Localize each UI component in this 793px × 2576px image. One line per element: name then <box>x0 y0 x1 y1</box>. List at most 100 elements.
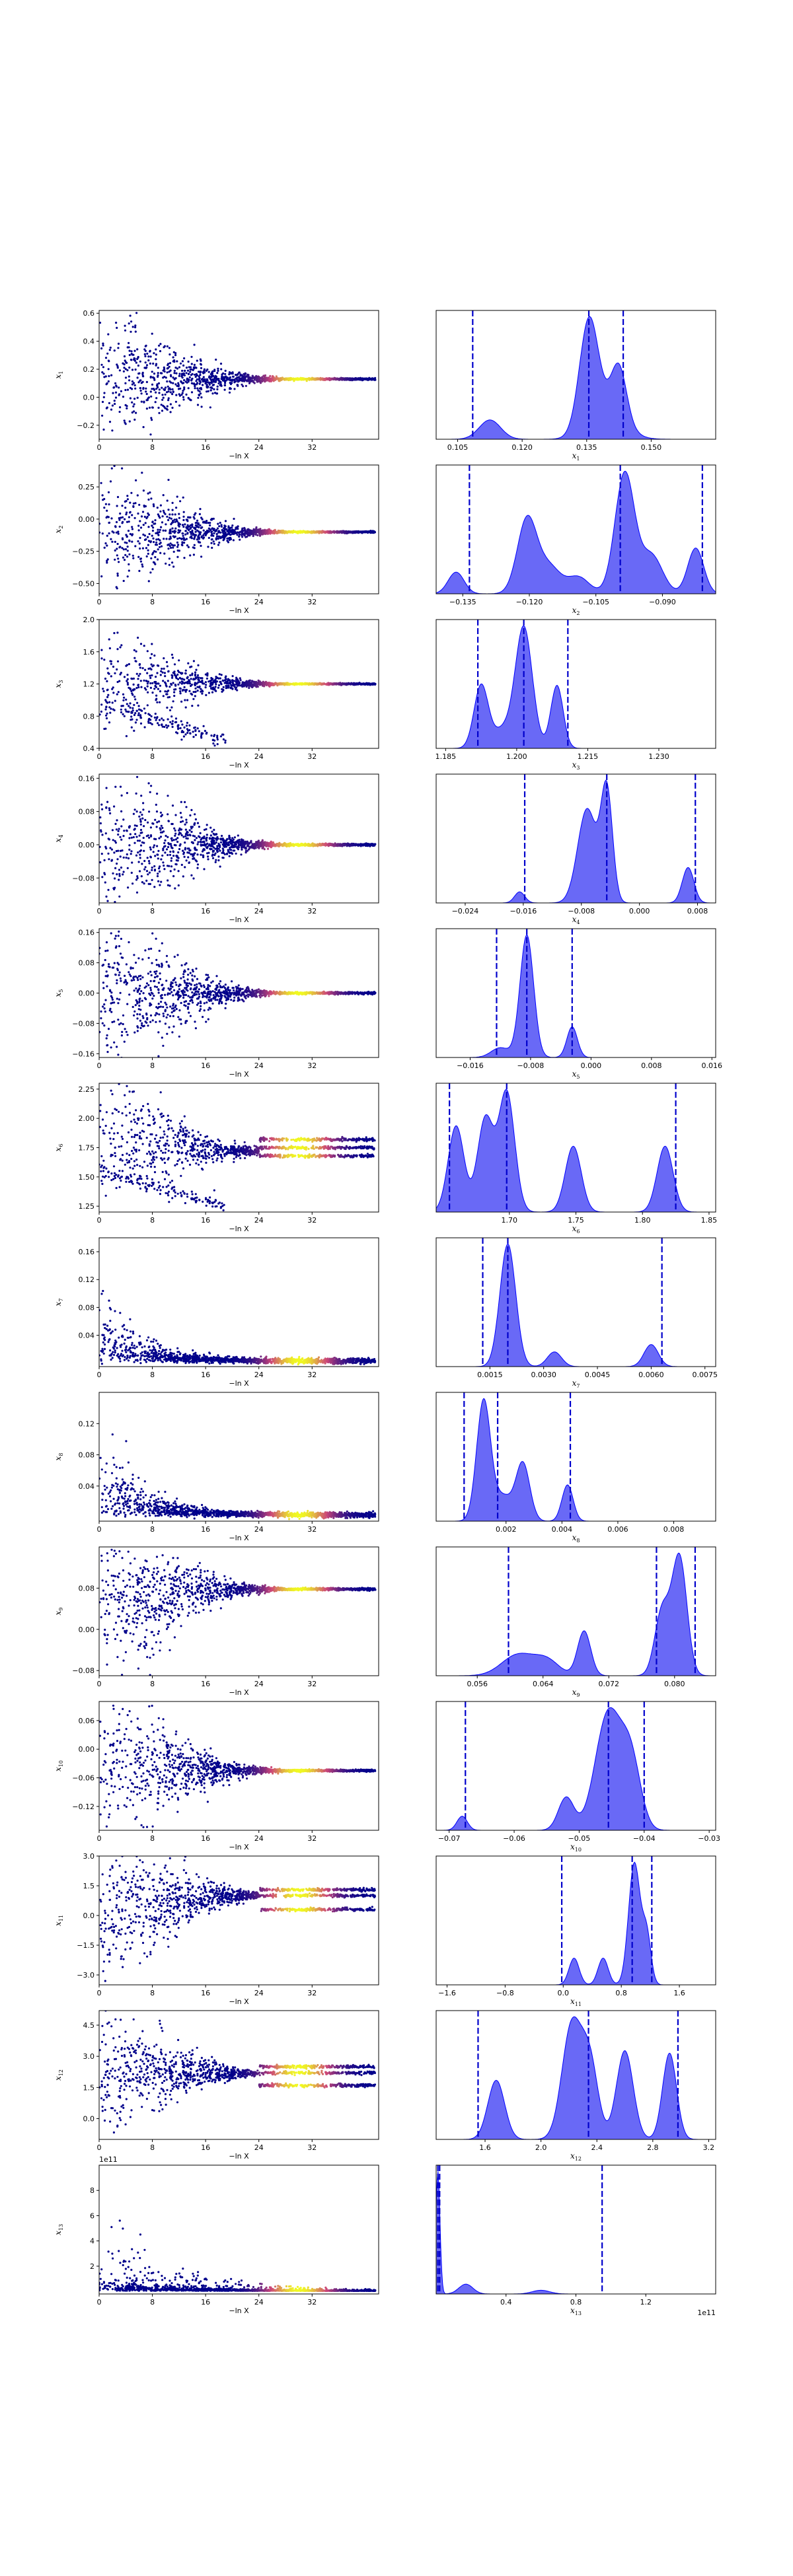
trace-point <box>118 410 121 413</box>
trace-point <box>182 532 184 535</box>
trace-point <box>147 580 150 583</box>
trace-point <box>114 396 118 399</box>
trace-point <box>143 515 146 519</box>
trace-point <box>193 517 196 520</box>
trace-point <box>153 522 155 525</box>
trace-point <box>196 387 199 390</box>
trace-point <box>214 380 217 382</box>
trace-point <box>185 393 188 396</box>
trace-point <box>207 381 209 384</box>
trace-point <box>216 388 219 391</box>
trace-point <box>228 682 231 684</box>
trace-point <box>176 367 179 370</box>
y-tick-label: 0.6 <box>83 309 95 318</box>
trace-point <box>128 553 131 555</box>
trace-point <box>135 792 137 795</box>
trace-point <box>116 548 118 550</box>
trace-point <box>118 525 121 528</box>
trace-point <box>108 375 110 378</box>
trace-point <box>279 377 282 380</box>
trace-point <box>212 517 215 520</box>
trace-point <box>273 532 276 535</box>
trace-point <box>241 685 244 688</box>
trace-point <box>190 526 192 530</box>
trace-point <box>194 839 196 841</box>
trace-point <box>120 672 122 674</box>
trace-point <box>108 809 111 812</box>
trace-point <box>157 682 160 685</box>
trace-point <box>117 532 120 535</box>
trace-point <box>142 836 145 840</box>
trace-point <box>174 535 176 538</box>
trace-point <box>225 684 227 688</box>
trace-point <box>232 539 235 542</box>
trace-point <box>110 517 113 520</box>
trace-point <box>182 836 185 838</box>
trace-point <box>198 526 200 528</box>
x-tick-label: −0.105 <box>582 598 609 606</box>
trace-point <box>192 736 195 738</box>
trace-point <box>233 388 236 390</box>
trace-point <box>105 700 108 703</box>
trace-point <box>156 664 159 667</box>
trace-point <box>183 374 186 376</box>
trace-point <box>150 557 153 559</box>
trace-point <box>191 377 194 380</box>
trace-point <box>193 544 196 546</box>
trace-point <box>166 690 169 693</box>
trace-point <box>126 682 129 684</box>
trace-point <box>173 694 176 698</box>
trace-point <box>237 834 239 837</box>
trace-point <box>213 853 216 857</box>
trace-point <box>196 378 198 380</box>
trace-point <box>238 533 241 536</box>
trace-point <box>212 383 215 386</box>
trace-point <box>197 522 200 524</box>
trace-point <box>174 354 177 357</box>
trace-point <box>211 678 213 680</box>
trace-point <box>281 531 283 534</box>
trace-point <box>128 837 131 840</box>
trace-point <box>270 378 273 380</box>
trace-point <box>151 692 154 694</box>
trace-point <box>115 849 118 853</box>
trace-point <box>157 873 159 875</box>
trace-point <box>216 845 219 847</box>
trace-point <box>210 376 213 378</box>
trace-point <box>108 460 110 462</box>
trace-point <box>166 345 169 348</box>
trace-point <box>103 507 106 509</box>
trace-point <box>123 676 126 678</box>
trace-point <box>254 376 256 378</box>
y-tick-label: 0.8 <box>83 712 95 721</box>
trace-point <box>117 691 120 694</box>
trace-point <box>142 802 145 805</box>
trace-point <box>198 375 200 378</box>
trace-point <box>173 688 176 691</box>
trace-point <box>182 853 185 855</box>
trace-point <box>179 690 182 693</box>
trace-point <box>243 534 246 536</box>
trace-point <box>213 392 217 394</box>
trace-point <box>142 489 145 492</box>
trace-point <box>210 380 213 383</box>
trace-point <box>176 724 179 727</box>
trace-point <box>208 680 210 683</box>
trace-point <box>199 524 202 527</box>
trace-point <box>192 546 194 549</box>
trace-point <box>363 531 366 534</box>
trace-point <box>153 352 155 355</box>
trace-point <box>266 682 269 684</box>
trace-point <box>164 393 167 396</box>
trace-point <box>171 725 174 729</box>
trace-point <box>270 682 273 685</box>
trace-point <box>225 845 228 848</box>
trace-point <box>178 681 181 684</box>
trace-point <box>194 695 196 698</box>
trace-point <box>206 381 208 384</box>
trace-point <box>177 678 180 680</box>
trace-point <box>107 333 110 336</box>
trace-point <box>148 532 151 536</box>
trace-point <box>126 674 129 676</box>
